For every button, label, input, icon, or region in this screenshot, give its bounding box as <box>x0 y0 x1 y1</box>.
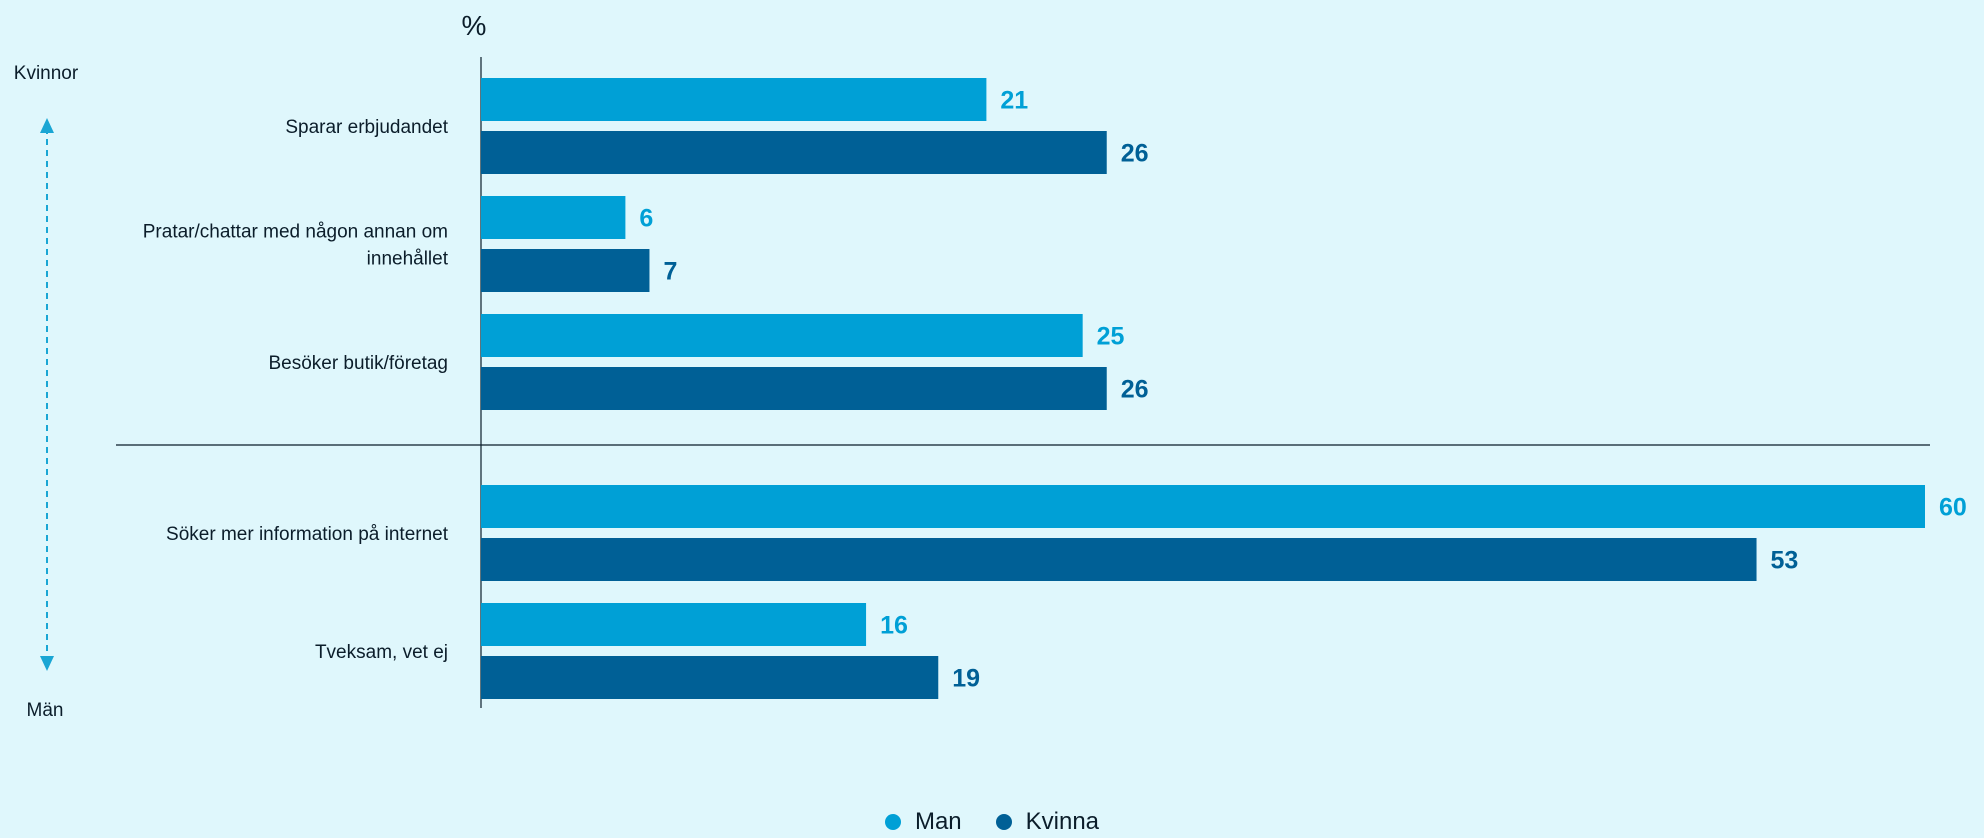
bar-kvinna-pratar-chattar-med-nagon-annan-om-innehallet <box>481 249 650 292</box>
legend-label-kvinna: Kvinna <box>1025 808 1100 835</box>
bar-man-sparar-erbjudandet <box>481 78 987 121</box>
bar-kvinna-soker-mer-information-pa-internet <box>481 538 1757 581</box>
legend-label-man: Man <box>914 808 962 835</box>
data-label-man-sparar-erbjudandet: 21 <box>1000 87 1028 115</box>
bar-kvinna-tveksam-vet-ej <box>481 656 939 699</box>
category-label-soker-mer-information-pa-internet: Söker mer information på internet <box>166 524 449 545</box>
legend: Man Kvinna <box>0 808 1984 836</box>
bar-kvinna-besoker-butik-foretag <box>481 367 1107 410</box>
axis-top-label: Kvinnor <box>14 63 79 84</box>
data-label-kvinna-tveksam-vet-ej: 19 <box>952 665 980 693</box>
bar-man-tveksam-vet-ej <box>481 603 867 646</box>
legend-swatch-kvinna <box>995 814 1012 830</box>
unit-label: % <box>462 10 487 41</box>
data-label-man-tveksam-vet-ej: 16 <box>880 612 908 640</box>
category-label-tveksam-vet-ej: Tveksam, vet ej <box>315 642 448 663</box>
data-label-kvinna-pratar-chattar-med-nagon-annan-om-innehallet: 7 <box>663 258 677 286</box>
data-label-man-besoker-butik-foretag: 25 <box>1097 323 1125 351</box>
data-label-kvinna-besoker-butik-foretag: 26 <box>1121 376 1149 404</box>
legend-item-kvinna: Kvinna <box>995 808 1100 836</box>
bar-kvinna-sparar-erbjudandet <box>481 131 1107 174</box>
category-label-pratar-chattar-med-nagon-annan-om-innehallet-line-2: innehållet <box>367 249 449 270</box>
data-label-man-soker-mer-information-pa-internet: 60 <box>1939 494 1967 522</box>
bar-man-pratar-chattar-med-nagon-annan-om-innehallet <box>481 196 626 239</box>
legend-item-man: Man <box>884 808 962 836</box>
bar-man-besoker-butik-foretag <box>481 314 1083 357</box>
arrow-up-icon <box>40 118 54 133</box>
legend-swatch-man <box>884 814 901 830</box>
bar-man-soker-mer-information-pa-internet <box>481 485 1925 528</box>
arrow-down-icon <box>40 656 54 671</box>
data-label-kvinna-sparar-erbjudandet: 26 <box>1121 140 1149 168</box>
data-label-man-pratar-chattar-med-nagon-annan-om-innehallet: 6 <box>639 205 653 233</box>
category-label-besoker-butik-foretag: Besöker butik/företag <box>268 353 448 374</box>
category-label-sparar-erbjudandet: Sparar erbjudandet <box>285 117 448 138</box>
axis-bottom-label: Män <box>27 700 64 721</box>
bar-chart-svg: % Kvinnor Män Sparar erbjudandet 21 26 Pratar/… <box>14 10 1967 721</box>
category-label-pratar-chattar-med-nagon-annan-om-innehallet-line-1: Pratar/chattar med någon annan om <box>143 222 448 243</box>
data-label-kvinna-soker-mer-information-pa-internet: 53 <box>1771 547 1799 575</box>
